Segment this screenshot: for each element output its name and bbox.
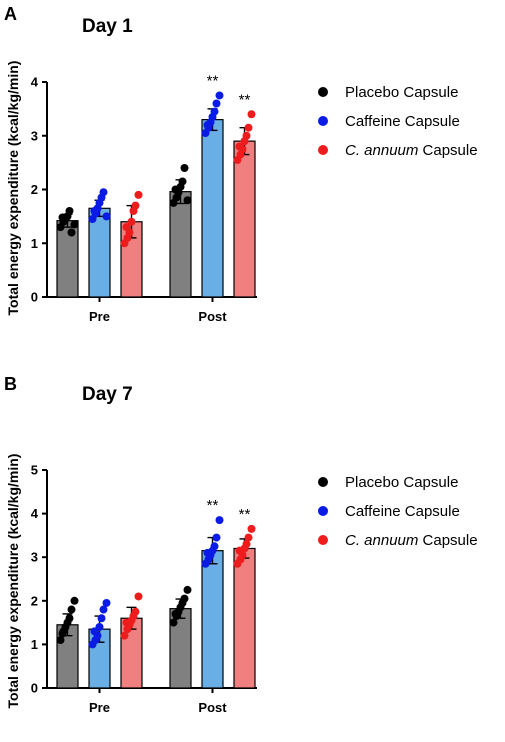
panel-a-data-point bbox=[212, 99, 221, 108]
panel-b-significance-marker: ** bbox=[239, 506, 251, 523]
panel-letter-b: B bbox=[4, 374, 17, 394]
panel-b-data-point bbox=[102, 598, 111, 607]
panel-a-data-point bbox=[127, 217, 136, 226]
panel-b-data-point bbox=[210, 542, 219, 551]
panel-a-data-point bbox=[102, 212, 111, 221]
panel-a-data-point bbox=[70, 220, 79, 229]
panel-b-y-tick-label: 5 bbox=[31, 463, 38, 478]
panel-a-legend-label: Caffeine Capsule bbox=[345, 113, 460, 130]
panel-a-data-point bbox=[134, 190, 143, 199]
panel-a-legend-label: C. annuum Capsule bbox=[345, 142, 478, 159]
panel-a-legend-label: Placebo Capsule bbox=[345, 84, 458, 101]
panel-a-bar-post-s2 bbox=[233, 140, 256, 298]
panel-a-data-point bbox=[183, 196, 192, 205]
panel-a-data-point bbox=[242, 131, 251, 140]
panel-a-bar-post-s0 bbox=[169, 191, 192, 298]
panel-b-bar-post-s1 bbox=[201, 550, 224, 689]
panel-a-title: Day 1 bbox=[82, 16, 133, 37]
panel-b-data-point bbox=[97, 614, 106, 623]
panel-b-data-point bbox=[180, 594, 189, 603]
panel-b-data-point bbox=[67, 605, 76, 614]
panel-b-plot: 0 1 2 3 4 5 Pre Post ** ** bbox=[31, 463, 257, 715]
panel-a-y-tick-label: 1 bbox=[31, 236, 38, 251]
panel-a-data-point bbox=[67, 228, 76, 237]
panel-b-data-point bbox=[99, 605, 108, 614]
panel-b-y-tick-label: 4 bbox=[31, 506, 39, 521]
panel-b-data-point bbox=[90, 627, 99, 636]
panel-b-legend-marker bbox=[318, 506, 328, 516]
panel-b-significance-marker: ** bbox=[207, 497, 219, 514]
panel-b-data-point bbox=[58, 629, 67, 638]
panel-b-data-point bbox=[134, 592, 143, 601]
panel-b-title: Day 7 bbox=[82, 384, 133, 405]
panel-a-y-tick-label: 2 bbox=[31, 182, 38, 197]
panel-b-y-tick-label: 1 bbox=[31, 637, 38, 652]
panel-b-data-point bbox=[203, 548, 212, 557]
panel-b-data-point bbox=[183, 585, 192, 594]
panel-b-y-tick-label: 3 bbox=[31, 550, 38, 565]
panel-a-x-category-label: Pre bbox=[89, 309, 110, 324]
panel-b-data-point bbox=[131, 607, 140, 616]
panel-b-data-point bbox=[65, 614, 74, 623]
panel-b: B Day 7 Total energy expenditure (kcal/k… bbox=[4, 374, 478, 715]
panel-b-data-point bbox=[120, 631, 129, 640]
panel-b-data-point bbox=[215, 516, 224, 525]
panel-b-legend-marker bbox=[318, 535, 328, 545]
panel-b-data-point bbox=[235, 546, 244, 555]
panel-b-legend-label: C. annuum Capsule bbox=[345, 532, 478, 549]
panel-a-data-point bbox=[178, 177, 187, 186]
panel-a-plot: 0 1 2 3 4 Pre Post ** ** bbox=[31, 72, 257, 324]
panel-a-data-point bbox=[235, 142, 244, 151]
panel-a-data-point bbox=[215, 91, 224, 100]
panel-a-significance-marker: ** bbox=[207, 72, 219, 89]
panel-a-legend: Placebo Capsule Caffeine Capsule C. annuum… bbox=[318, 84, 478, 159]
panel-a-legend-marker bbox=[318, 116, 328, 126]
panel-a-bar-post-s1 bbox=[201, 119, 224, 298]
panel-a-y-tick-label: 3 bbox=[31, 128, 38, 143]
panel-a-data-point bbox=[203, 121, 212, 129]
panel-b-legend: Placebo Capsule Caffeine Capsule C. annuum… bbox=[318, 474, 478, 549]
panel-a-data-point bbox=[180, 164, 189, 172]
panel-b-legend-label: Caffeine Capsule bbox=[345, 503, 460, 520]
panel-b-bar-post-s2 bbox=[233, 547, 256, 689]
panel-b-data-point bbox=[244, 533, 253, 542]
panel-b-data-point bbox=[169, 618, 178, 627]
panel-a-data-point bbox=[171, 185, 180, 194]
panel-b-data-point bbox=[242, 540, 251, 549]
panel-b-y-tick-label: 2 bbox=[31, 593, 38, 608]
panel-a-data-point bbox=[65, 207, 74, 215]
panel-a-data-point bbox=[244, 123, 253, 132]
panel-a-data-point bbox=[99, 188, 108, 197]
panel-a-significance-marker: ** bbox=[239, 91, 251, 108]
panel-a: A Day 1 Total energy expenditure (kcal/k… bbox=[4, 4, 478, 324]
panel-b-data-point bbox=[122, 618, 131, 627]
panel-letter-a: A bbox=[4, 4, 17, 24]
panel-a-x-category-label: Post bbox=[198, 309, 227, 324]
panel-b-legend-marker bbox=[318, 477, 328, 487]
panel-b-data-point bbox=[212, 533, 221, 542]
panel-a-y-tick-label: 4 bbox=[31, 75, 39, 90]
panel-a-data-point bbox=[131, 201, 140, 210]
panel-a-legend-marker bbox=[318, 145, 328, 155]
panel-a-data-point bbox=[122, 223, 131, 232]
panel-a-data-point bbox=[210, 107, 219, 116]
panel-b-legend-label: Placebo Capsule bbox=[345, 474, 458, 491]
panel-b-data-point bbox=[247, 524, 256, 533]
panel-b-data-point bbox=[56, 636, 65, 645]
panel-a-y-tick-label: 0 bbox=[31, 290, 38, 305]
panel-b-x-category-label: Post bbox=[198, 700, 227, 715]
panel-b-y-tick-label: 0 bbox=[31, 681, 38, 696]
panel-b-data-point bbox=[70, 596, 79, 605]
panel-b-x-category-label: Pre bbox=[89, 700, 110, 715]
panel-a-data-point bbox=[247, 110, 256, 119]
panel-a-data-point bbox=[90, 207, 99, 215]
panel-a-legend-marker bbox=[318, 87, 328, 97]
panel-a-y-axis-label: Total energy expenditure (kcal/kg/min) bbox=[5, 61, 21, 316]
panel-b-y-axis-label: Total energy expenditure (kcal/kg/min) bbox=[5, 454, 21, 709]
panel-b-data-point bbox=[171, 609, 180, 618]
panel-a-data-point bbox=[58, 213, 67, 222]
